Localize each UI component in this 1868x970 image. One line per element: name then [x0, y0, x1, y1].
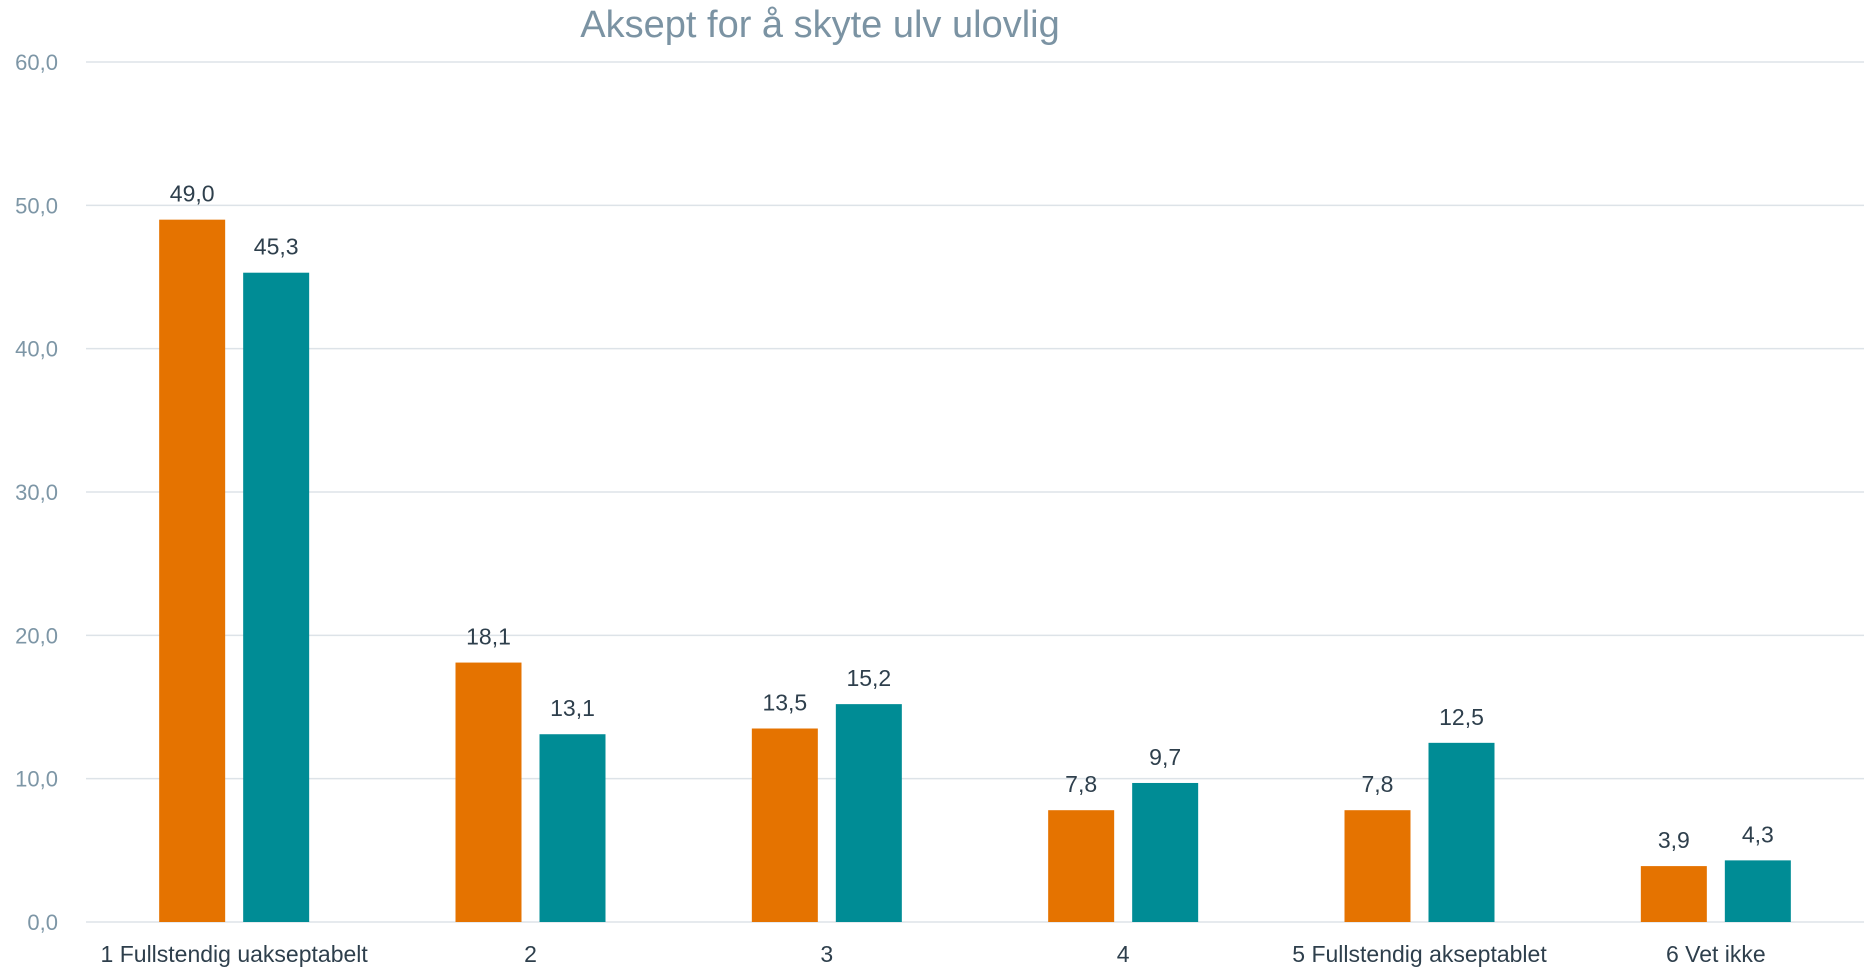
y-tick-label: 20,0 [15, 623, 58, 648]
data-label: 3,9 [1658, 827, 1690, 853]
x-category-label: 6 Vet ikke [1666, 941, 1766, 967]
y-tick-label: 50,0 [15, 193, 58, 218]
chart-title: Aksept for å skyte ulv ulovlig [580, 4, 1060, 46]
x-category-label: 2 [524, 941, 537, 967]
bar [159, 219, 226, 922]
x-category-label: 3 [820, 941, 833, 967]
bar [835, 704, 902, 922]
data-label: 45,3 [254, 234, 299, 260]
y-tick-label: 10,0 [15, 767, 58, 792]
data-label: 49,0 [170, 181, 215, 207]
data-labels: 49,0 45,3 18,1 13,1 13,5 15,2 7,8 9,7 7,8 12,5 3,9… [170, 181, 1774, 853]
bar [1048, 810, 1115, 922]
data-label: 7,8 [1362, 771, 1394, 797]
y-tick-label: 30,0 [15, 480, 58, 505]
y-axis-ticks: 0,0 10,0 20,0 30,0 40,0 50,0 60,0 [15, 50, 58, 935]
bar [1640, 866, 1707, 922]
x-category-label: 1 Fullstendig uakseptabelt [101, 941, 369, 967]
bar [455, 662, 522, 922]
bar [539, 734, 606, 922]
gridlines [86, 61, 1864, 923]
data-label: 13,1 [550, 695, 595, 721]
bar [243, 272, 310, 922]
bar [1344, 810, 1411, 922]
bar [751, 728, 818, 922]
bar [1724, 860, 1791, 922]
data-label: 7,8 [1065, 771, 1097, 797]
x-axis-categories: 1 Fullstendig uakseptabelt 2 3 4 5 Fullstend… [101, 941, 1766, 967]
x-category-label: 4 [1117, 941, 1130, 967]
data-label: 18,1 [466, 624, 511, 650]
y-tick-label: 40,0 [15, 337, 58, 362]
data-label: 13,5 [762, 690, 807, 716]
y-tick-label: 60,0 [15, 50, 58, 75]
data-label: 12,5 [1439, 704, 1484, 730]
bars [159, 219, 1791, 922]
x-category-label: 5 Fullstendig akseptablet [1292, 941, 1547, 967]
y-tick-label: 0,0 [27, 910, 58, 935]
data-label: 4,3 [1742, 821, 1774, 847]
bar [1132, 782, 1199, 922]
data-label: 9,7 [1149, 744, 1181, 770]
bar [1428, 742, 1495, 922]
data-label: 15,2 [846, 665, 891, 691]
